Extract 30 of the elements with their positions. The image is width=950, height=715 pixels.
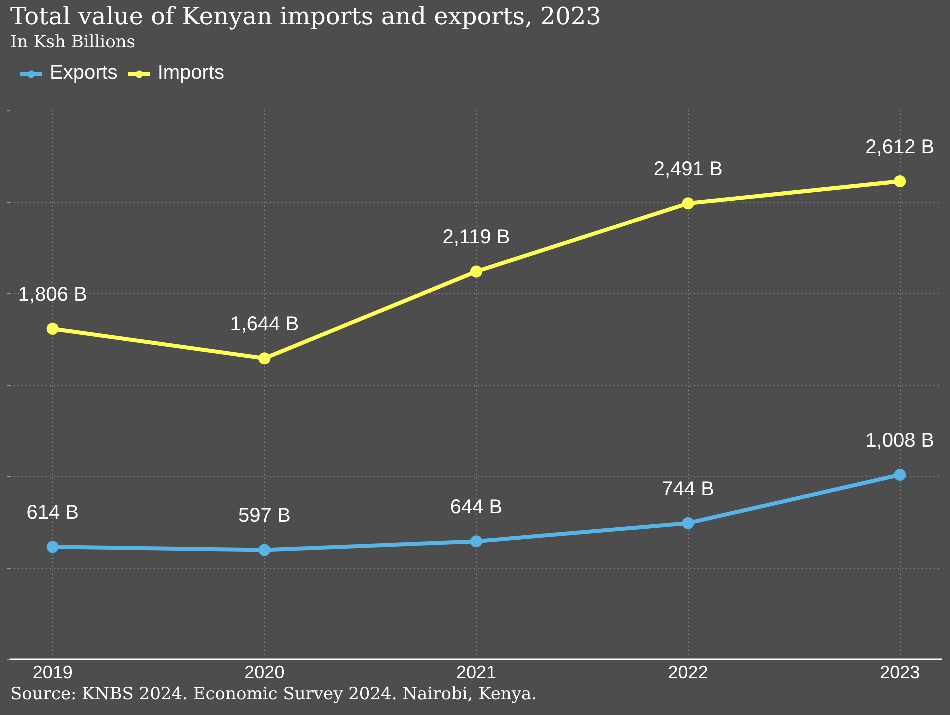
data-label: 2,119 B — [442, 226, 510, 249]
data-label: 744 B — [662, 478, 714, 500]
legend-label: Exports — [50, 62, 118, 85]
x-tick-label: 2019 — [32, 662, 73, 682]
point — [470, 536, 482, 548]
data-label: 597 B — [238, 505, 291, 528]
source-note: Source: KNBS 2024. Economic Survey 2024. Nairobi, Kenya. — [10, 684, 537, 704]
point — [46, 323, 59, 335]
x-tick-label: 2021 — [456, 662, 497, 682]
point — [894, 469, 906, 482]
x-tick-label: 2020 — [244, 662, 285, 682]
data-label: 1,806 B — [18, 284, 88, 306]
data-label: 644 B — [450, 496, 503, 519]
data-label: 1,008 B — [866, 430, 935, 452]
chart-title: Total value of Kenyan imports and exports, 2023 — [10, 2, 602, 30]
data-label: 1,644 B — [230, 314, 300, 336]
data-label: 614 B — [26, 502, 79, 524]
point — [46, 541, 59, 554]
point — [682, 198, 694, 210]
x-tick-label: 2023 — [880, 662, 920, 682]
legend-label: Imports — [158, 62, 224, 85]
point — [470, 266, 482, 278]
data-label: 2,612 B — [866, 136, 935, 159]
point — [258, 352, 271, 365]
chart-subtitle: In Ksh Billions — [10, 32, 136, 52]
data-label: 2,491 B — [654, 158, 723, 181]
point — [258, 544, 271, 556]
point — [894, 176, 906, 188]
point — [682, 517, 694, 530]
x-tick-label: 2022 — [668, 662, 708, 682]
